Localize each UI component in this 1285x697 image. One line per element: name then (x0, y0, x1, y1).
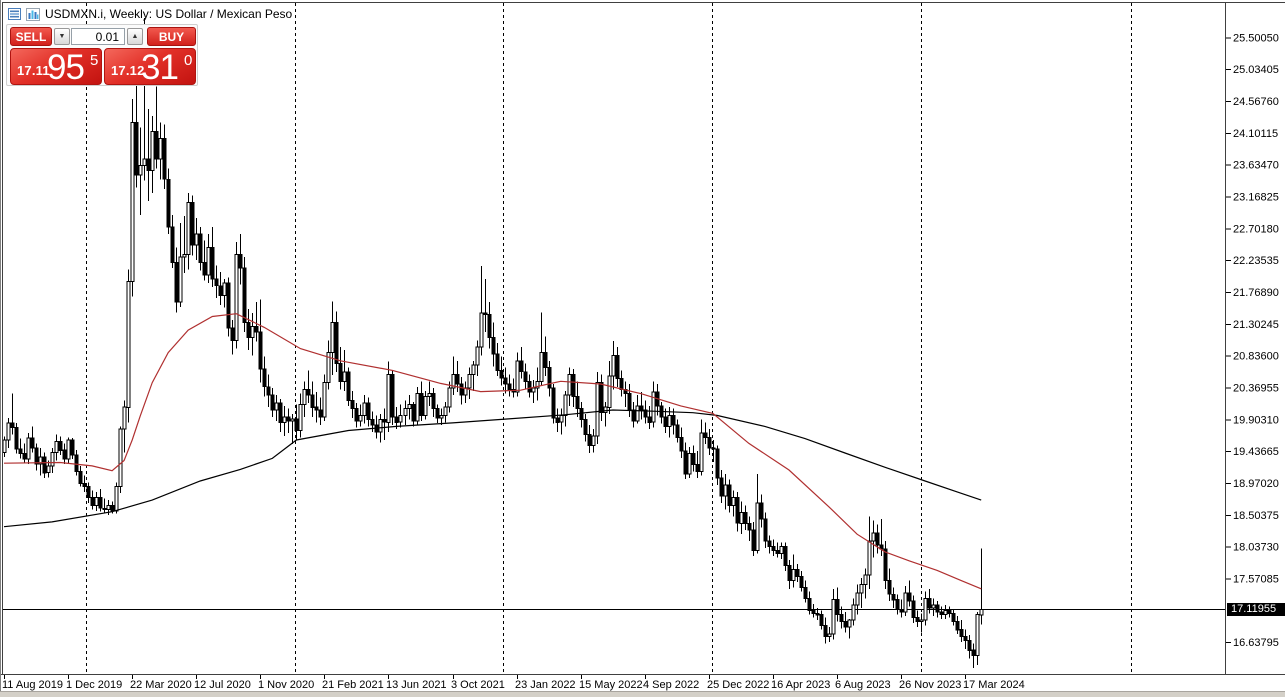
chart-title-bar: USDMXN.i, Weekly: US Dollar / Mexican Pe… (8, 6, 292, 22)
svg-text:6 Aug 2023: 6 Aug 2023 (835, 679, 891, 691)
candles-layer (2, 18, 984, 668)
svg-text:21.76890: 21.76890 (1233, 287, 1279, 299)
window-bottom-strip (0, 691, 1285, 697)
svg-text:18.50375: 18.50375 (1233, 510, 1279, 522)
svg-text:25.50050: 25.50050 (1233, 32, 1279, 44)
ma-slow-black-line (3, 409, 982, 528)
svg-text:17.57085: 17.57085 (1233, 574, 1279, 586)
chevron-down-icon: ▼ (58, 33, 66, 40)
chart-title: USDMXN.i, Weekly: US Dollar / Mexican Pe… (45, 7, 293, 21)
buy-price-big-digits: 31 (141, 48, 179, 87)
svg-text:17 Mar 2024: 17 Mar 2024 (963, 679, 1025, 691)
volume-input[interactable] (71, 28, 125, 45)
ma-fast-red-line (3, 313, 982, 590)
svg-text:23.16825: 23.16825 (1233, 192, 1279, 204)
svg-text:3 Oct 2021: 3 Oct 2021 (451, 679, 505, 691)
year-gridlines (86, 3, 1132, 674)
svg-text:22 Mar 2020: 22 Mar 2020 (130, 679, 192, 691)
svg-text:21 Feb 2021: 21 Feb 2021 (322, 679, 384, 691)
svg-text:25 Dec 2022: 25 Dec 2022 (707, 679, 769, 691)
svg-text:16.63795: 16.63795 (1233, 637, 1279, 649)
svg-text:15 May 2022: 15 May 2022 (579, 679, 643, 691)
chart-border (0, 2, 1285, 675)
svg-text:24.56760: 24.56760 (1233, 96, 1279, 108)
svg-text:1 Nov 2020: 1 Nov 2020 (258, 679, 314, 691)
volume-decrease-button[interactable]: ▼ (54, 28, 70, 45)
sell-price-box[interactable]: 17.11 95 5 (10, 48, 102, 85)
buy-price-box[interactable]: 17.12 31 0 (104, 48, 196, 85)
window-left-edge (0, 0, 1, 691)
svg-text:19.43665: 19.43665 (1233, 446, 1279, 458)
svg-text:11 Aug 2019: 11 Aug 2019 (2, 679, 63, 691)
svg-text:4 Sep 2022: 4 Sep 2022 (643, 679, 699, 691)
sell-price-pip-digit: 5 (90, 52, 99, 69)
svg-text:20.83600: 20.83600 (1233, 351, 1279, 363)
time-axis[interactable]: 11 Aug 2019 1 Dec 2019 22 Mar 2020 12 Jul 2… (2, 675, 1025, 691)
current-price-badge: 17.11955 (1227, 603, 1285, 616)
buy-button[interactable]: BUY (147, 27, 196, 46)
svg-text:18.97020: 18.97020 (1233, 478, 1279, 490)
svg-text:21.30245: 21.30245 (1233, 319, 1279, 331)
chevron-up-icon: ▲ (131, 33, 139, 40)
buy-price-pip-digit: 0 (184, 52, 193, 69)
one-click-trading-panel: SELL ▼ ▲ BUY 17.11 95 5 17.12 31 0 (6, 24, 198, 86)
price-axis[interactable]: 25.50050 25.03405 24.56760 24.10115 23.63470… (1226, 32, 1279, 649)
svg-text:16 Apr 2023: 16 Apr 2023 (771, 679, 830, 691)
svg-text:19.90310: 19.90310 (1233, 414, 1279, 426)
svg-text:12 Jul 2020: 12 Jul 2020 (194, 679, 251, 691)
svg-text:22.23535: 22.23535 (1233, 255, 1279, 267)
svg-text:23.63470: 23.63470 (1233, 160, 1279, 172)
market-watch-icon[interactable] (8, 8, 21, 20)
svg-text:1 Dec 2019: 1 Dec 2019 (66, 679, 122, 691)
sell-price-big-digits: 95 (47, 48, 85, 87)
chart-type-icon[interactable] (26, 7, 40, 21)
svg-text:13 Jun 2021: 13 Jun 2021 (386, 679, 447, 691)
svg-text:24.10115: 24.10115 (1233, 128, 1278, 140)
svg-text:20.36955: 20.36955 (1233, 383, 1279, 395)
volume-increase-button[interactable]: ▲ (127, 28, 143, 45)
svg-text:22.70180: 22.70180 (1233, 223, 1279, 235)
buy-price-main: 17.12 (111, 63, 145, 78)
svg-text:23 Jan 2022: 23 Jan 2022 (515, 679, 576, 691)
sell-button[interactable]: SELL (10, 27, 52, 46)
sell-price-main: 17.11 (17, 63, 50, 78)
svg-text:18.03730: 18.03730 (1233, 542, 1279, 554)
svg-text:26 Nov 2023: 26 Nov 2023 (899, 679, 961, 691)
svg-text:25.03405: 25.03405 (1233, 64, 1279, 76)
